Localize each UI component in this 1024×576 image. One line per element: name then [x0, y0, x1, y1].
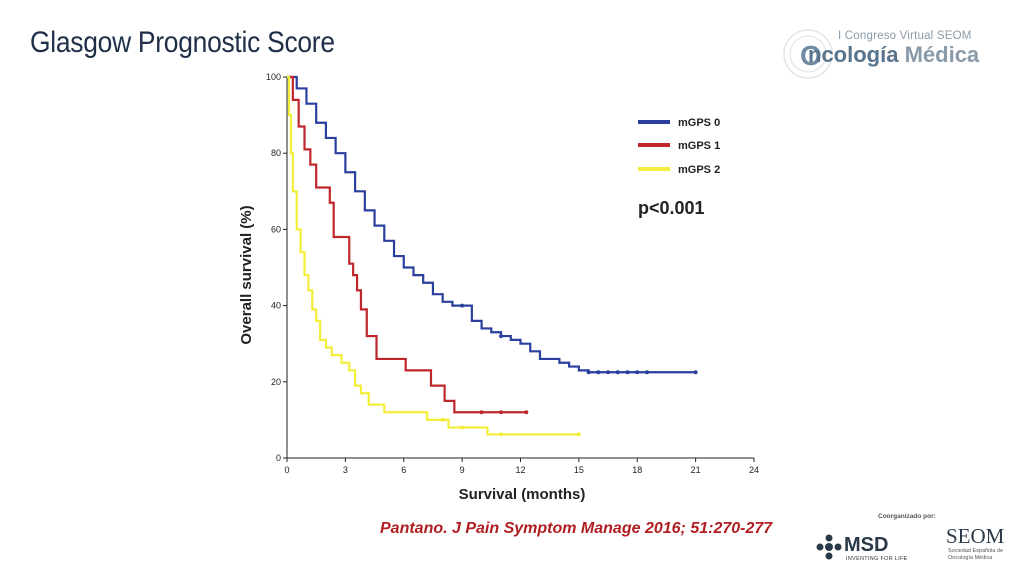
y-tick-label: 60 — [271, 224, 281, 234]
chart-series-layer — [287, 75, 698, 437]
y-tick-label: 20 — [271, 377, 281, 387]
oncologia-medica-wordmark: ncología Médica — [808, 42, 979, 68]
censor-mark — [499, 410, 504, 415]
censor-mark — [460, 425, 465, 430]
congress-name: I Congreso Virtual SEOM — [838, 30, 972, 42]
x-tick-label: 18 — [632, 465, 642, 475]
chart-legend: mGPS 0 mGPS 1 mGPS 2 — [638, 117, 720, 176]
congress-logo: O I Congreso Virtual SEOM ncología Médic… — [782, 24, 1012, 88]
censor-mark — [576, 432, 581, 437]
censor-mark — [440, 417, 445, 422]
x-axis-label: Survival (months) — [459, 486, 586, 503]
chart-axes: 0 3 6 9 12 15 18 21 24 0 20 40 60 80 100 — [266, 72, 759, 475]
x-tick-label: 21 — [691, 465, 701, 475]
seom-subtitle: Sociedad Española de Oncología Médica — [948, 548, 1004, 561]
msd-tagline: INVENTING FOR LIFE — [846, 556, 908, 562]
msd-emblem-icon — [816, 534, 842, 560]
censor-mark — [596, 370, 601, 375]
censor-mark — [524, 410, 529, 415]
y-tick-label: 80 — [271, 148, 281, 158]
x-tick-label: 15 — [574, 465, 584, 475]
slide-title: Glasgow Prognostic Score — [30, 26, 335, 59]
censor-mark — [499, 334, 504, 339]
coorganized-label: Coorganizado por: — [878, 513, 936, 520]
censor-mark — [606, 370, 611, 375]
y-axis-label: Overall survival (%) — [238, 205, 255, 344]
censor-mark — [635, 370, 640, 375]
msd-logo: MSD INVENTING FOR LIFE — [814, 530, 924, 566]
censor-mark — [499, 432, 504, 437]
seom-name: SEOM — [946, 524, 1005, 548]
medica-word: Médica — [904, 42, 980, 67]
series-line-mgps-0 — [287, 75, 696, 374]
censor-mark — [586, 370, 591, 375]
y-tick-label: 40 — [271, 301, 281, 311]
oncologia-word: ncología — [808, 42, 899, 67]
logo-swirl-icon: O — [783, 29, 833, 79]
series-line-mgps-1 — [287, 75, 527, 414]
censor-mark — [693, 370, 698, 375]
y-tick-label: 0 — [276, 453, 281, 463]
series-line-mgps-2 — [287, 75, 579, 436]
x-tick-label: 24 — [749, 465, 759, 475]
censor-mark — [625, 370, 630, 375]
censor-mark — [479, 410, 484, 415]
legend-label: mGPS 0 — [678, 117, 720, 129]
legend-label: mGPS 2 — [678, 164, 720, 176]
svg-text:O: O — [800, 40, 822, 71]
censor-mark — [644, 370, 649, 375]
p-value-annotation: p<0.001 — [638, 198, 705, 218]
x-tick-label: 3 — [343, 465, 348, 475]
legend-label: mGPS 1 — [678, 140, 720, 152]
x-tick-label: 0 — [284, 465, 289, 475]
censor-mark — [615, 370, 620, 375]
x-tick-label: 9 — [460, 465, 465, 475]
seom-logo: SEOM Sociedad Española de Oncología Médi… — [944, 524, 1014, 568]
x-tick-label: 6 — [401, 465, 406, 475]
y-tick-label: 100 — [266, 72, 281, 82]
citation: Pantano. J Pain Symptom Manage 2016; 51:… — [380, 520, 773, 537]
censor-mark — [460, 303, 465, 308]
msd-name: MSD — [844, 534, 889, 556]
x-tick-label: 12 — [515, 465, 525, 475]
